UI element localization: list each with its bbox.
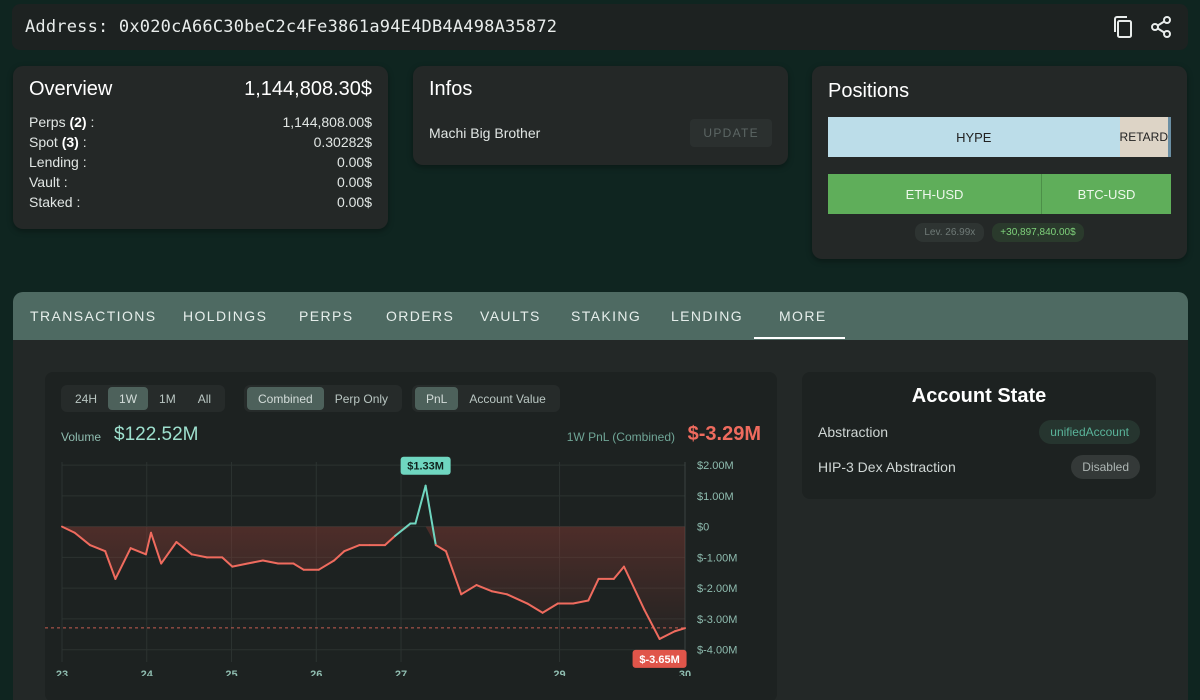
- active-tab-indicator: [754, 337, 845, 339]
- account-state-row: HIP-3 Dex Abstraction Disabled: [818, 455, 1140, 479]
- position-btc-usd[interactable]: BTC-USD: [1042, 174, 1171, 214]
- address-actions: [1110, 14, 1174, 40]
- overview-row-staked: Staked : 0.00$: [29, 192, 372, 212]
- x-tick-label: 27: [395, 669, 407, 676]
- y-tick-label: $-3.00M: [697, 614, 737, 626]
- infos-title: Infos: [429, 78, 772, 101]
- y-tick-label: $-4.00M: [697, 645, 737, 657]
- range-selector: 24H 1W 1M All: [61, 385, 225, 412]
- account-state-card: Account State Abstraction unifiedAccount…: [802, 372, 1156, 499]
- account-state-title: Account State: [802, 385, 1156, 408]
- update-button[interactable]: UPDATE: [690, 119, 772, 147]
- overview-row-perps: Perps (2) : 1,144,808.00$: [29, 112, 372, 132]
- pnl-badge: +30,897,840.00$: [992, 223, 1083, 242]
- metric-account-value[interactable]: Account Value: [458, 387, 557, 410]
- x-tick-label: 30: [679, 669, 691, 676]
- tab-perps[interactable]: PERPS: [299, 292, 353, 340]
- metric-pnl[interactable]: PnL: [415, 387, 458, 410]
- account-state-row: Abstraction unifiedAccount: [818, 420, 1140, 444]
- overview-card: Overview 1,144,808.30$ Perps (2) : 1,144…: [13, 66, 388, 229]
- tab-bar: TRANSACTIONS HOLDINGS PERPS ORDERS VAULT…: [13, 292, 1188, 340]
- infos-card: Infos Machi Big Brother UPDATE: [413, 66, 788, 165]
- volume-value: $122.52M: [114, 424, 199, 446]
- tab-lending[interactable]: LENDING: [671, 292, 743, 340]
- metric-selector: PnL Account Value: [412, 385, 560, 412]
- positions-title: Positions: [828, 80, 1171, 103]
- positions-card: Positions HYPE RETARD ETH-USD BTC-USD Le…: [812, 66, 1187, 259]
- range-all[interactable]: All: [187, 387, 222, 410]
- volume-label: Volume: [61, 430, 101, 444]
- overview-row-lending: Lending : 0.00$: [29, 152, 372, 172]
- min-pnl-label: $-3.65M: [639, 654, 679, 666]
- tab-vaults[interactable]: VAULTS: [480, 292, 541, 340]
- pnl-summary-label: 1W PnL (Combined): [567, 430, 675, 444]
- position-eth-usd[interactable]: ETH-USD: [828, 174, 1042, 214]
- share-icon[interactable]: [1148, 14, 1174, 40]
- overview-row-vault: Vault : 0.00$: [29, 172, 372, 192]
- copy-icon[interactable]: [1110, 14, 1136, 40]
- position-retard[interactable]: RETARD: [1120, 117, 1171, 157]
- dex-abstraction-label: HIP-3 Dex Abstraction: [818, 459, 956, 475]
- tab-holdings[interactable]: HOLDINGS: [183, 292, 267, 340]
- overview-title: Overview: [29, 78, 112, 101]
- address-text: Address: 0x020cA66C30beC2c4Fe3861a94E4DB…: [25, 17, 557, 37]
- y-tick-label: $1.00M: [697, 491, 734, 503]
- range-1m[interactable]: 1M: [148, 387, 187, 410]
- position-hype[interactable]: HYPE: [828, 117, 1120, 157]
- address-bar: Address: 0x020cA66C30beC2c4Fe3861a94E4DB…: [12, 4, 1188, 50]
- leverage-badge: Lev. 26.99x: [915, 223, 984, 242]
- x-tick-label: 23: [56, 669, 68, 676]
- dex-abstraction-value: Disabled: [1071, 455, 1140, 479]
- tab-more[interactable]: MORE: [779, 292, 827, 340]
- tab-transactions[interactable]: TRANSACTIONS: [30, 292, 156, 340]
- x-tick-label: 24: [141, 669, 154, 676]
- pnl-line-segment: [415, 486, 425, 524]
- max-pnl-label: $1.33M: [407, 461, 444, 473]
- overview-row-spot: Spot (3) : 0.30282$: [29, 132, 372, 152]
- positions-perp-bar: ETH-USD BTC-USD: [828, 174, 1171, 214]
- abstraction-label: Abstraction: [818, 424, 888, 440]
- pnl-chart-card: 24H 1W 1M All Combined Perp Only PnL Acc…: [45, 372, 777, 700]
- mode-combined[interactable]: Combined: [247, 387, 324, 410]
- infos-name: Machi Big Brother: [429, 125, 540, 141]
- range-1w[interactable]: 1W: [108, 387, 148, 410]
- x-tick-label: 29: [553, 669, 565, 676]
- overview-total: 1,144,808.30$: [244, 78, 372, 101]
- tab-staking[interactable]: STAKING: [571, 292, 641, 340]
- positions-spot-bar: HYPE RETARD: [828, 117, 1171, 157]
- tab-orders[interactable]: ORDERS: [386, 292, 454, 340]
- range-24h[interactable]: 24H: [64, 387, 108, 410]
- mode-perp-only[interactable]: Perp Only: [324, 387, 399, 410]
- x-tick-label: 26: [310, 669, 322, 676]
- abstraction-value: unifiedAccount: [1039, 420, 1140, 444]
- mode-selector: Combined Perp Only: [244, 385, 402, 412]
- pnl-line-segment: [426, 486, 436, 545]
- y-tick-label: $0: [697, 522, 709, 534]
- x-tick-label: 25: [225, 669, 237, 676]
- pnl-summary-value: $-3.29M: [688, 423, 761, 446]
- main-panel: TRANSACTIONS HOLDINGS PERPS ORDERS VAULT…: [13, 292, 1188, 700]
- y-tick-label: $-1.00M: [697, 552, 737, 564]
- y-tick-label: $2.00M: [697, 460, 734, 472]
- pnl-chart[interactable]: $2.00M $1.00M $0 $-1.00M $-2.00M $-3.00M $-4.0…: [45, 452, 777, 676]
- y-tick-label: $-2.00M: [697, 583, 737, 595]
